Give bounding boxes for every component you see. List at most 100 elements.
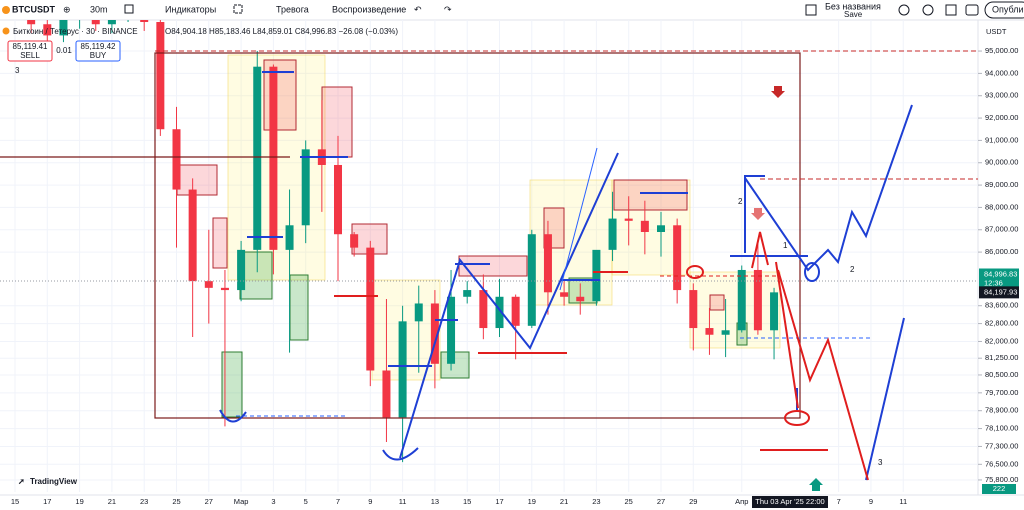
logo-mark: ➚ [18, 477, 25, 486]
candle-body [689, 290, 698, 329]
candle-body [463, 290, 472, 297]
candle-body [705, 328, 714, 335]
countdown: 12:36 [984, 278, 1003, 287]
supply-box [263, 59, 297, 131]
layout-icon[interactable] [805, 4, 817, 16]
symbol[interactable]: BTCUSDT [12, 4, 55, 14]
x-tick-label: Мар [234, 497, 249, 506]
legend-icon [2, 27, 10, 35]
legend-instrument: Биткоин / Тетерус · 30 · BINANCE [13, 27, 138, 36]
search[interactable] [898, 4, 910, 16]
candle-body [140, 20, 149, 23]
sell-button[interactable] [7, 40, 53, 62]
down-arrow [751, 208, 765, 220]
legend-ohlc: O84,904.18 H85,183.46 L84,859.01 C84,996… [165, 27, 398, 36]
candle-body [721, 330, 730, 335]
logo: TradingView [30, 477, 78, 486]
x-tick-label: 17 [43, 497, 51, 506]
symbol-icon[interactable] [2, 6, 10, 14]
candle-body [382, 370, 391, 418]
publish[interactable]: Опублик [992, 4, 1024, 14]
candle-body [447, 296, 456, 364]
price-tag [979, 268, 1019, 289]
circle [219, 409, 247, 423]
y-tick-label: 78,900.00 [985, 406, 1018, 415]
candles [27, 20, 779, 463]
x-tick-label: 5 [304, 497, 308, 506]
candle-body [107, 20, 116, 25]
y-tick-label: 83,600.00 [985, 301, 1018, 310]
candle-body [285, 225, 294, 250]
candle-body [640, 220, 649, 232]
undo[interactable]: ↶ [414, 4, 422, 14]
x-tick-label: 3 [271, 497, 275, 506]
circle [804, 262, 820, 282]
candle-body [204, 281, 213, 288]
currency: USDT [986, 27, 1007, 36]
fullscreen[interactable] [945, 4, 957, 16]
alert[interactable]: Тревога [276, 4, 309, 14]
y-tick-label: 75,800.00 [985, 475, 1018, 484]
hidden-indicators[interactable]: 3 [15, 66, 20, 75]
candle-body [576, 296, 585, 302]
templates[interactable] [233, 4, 243, 14]
candle-body [27, 20, 36, 25]
price-tag-label: 84,197.93 [984, 287, 1017, 296]
drawing-lines [0, 50, 978, 491]
wave-label: 3 [878, 458, 883, 467]
buy-button[interactable] [75, 40, 121, 62]
candle-body [237, 249, 246, 291]
spread: 0.01 [56, 46, 72, 55]
redo[interactable]: ↷ [444, 4, 452, 14]
layout-name[interactable]: Без названия [825, 1, 881, 11]
y-tick-label: 92,000.00 [985, 113, 1018, 122]
down-arrow [771, 86, 785, 98]
y-tick-label: 80,500.00 [985, 370, 1018, 379]
snapshot[interactable] [965, 4, 979, 16]
y-tick-label: 79,700.00 [985, 388, 1018, 397]
x-tick-label: 9 [869, 497, 873, 506]
buy-label[interactable]: BUY [90, 51, 107, 60]
price-axis: 95,000.00 94,000.00 93,000.00 92,000.00 91,0… [978, 46, 1019, 484]
sell-label[interactable]: SELL [20, 51, 40, 60]
x-tick-label: 21 [560, 497, 568, 506]
y-tick-label: 91,000.00 [985, 135, 1018, 144]
x-tick-label: Апр [735, 497, 748, 506]
indicators[interactable]: Индикаторы [165, 4, 216, 14]
y-tick-label: 87,000.00 [985, 225, 1018, 234]
demand-box [239, 251, 273, 300]
replay[interactable]: Воспроизведение [332, 4, 406, 14]
circle [784, 410, 810, 426]
x-tick-label: 15 [11, 497, 19, 506]
publish-button[interactable] [984, 1, 1024, 19]
supply-box [212, 217, 228, 269]
add-symbol[interactable]: ⊕ [63, 4, 71, 14]
y-tick-label: 95,000.00 [985, 46, 1018, 55]
sell-price[interactable]: 85,119.41 [13, 42, 49, 51]
projection [777, 269, 869, 481]
candle-body [220, 287, 229, 291]
projection [865, 317, 905, 481]
candle-body [511, 296, 520, 326]
y-tick-label: 89,000.00 [985, 180, 1018, 189]
wave [399, 152, 619, 459]
trend-line [559, 147, 598, 291]
candle-body [495, 296, 504, 329]
interval[interactable]: 30m [90, 4, 108, 14]
circle [382, 447, 419, 461]
candle-body [560, 292, 569, 297]
demand-box [289, 274, 309, 341]
x-tick-label: 17 [495, 497, 503, 506]
x-tick-label: 9 [368, 497, 372, 506]
buy-price[interactable]: 85,119.42 [81, 42, 117, 51]
candle-body [770, 292, 779, 331]
candle-body [172, 129, 181, 190]
settings[interactable] [922, 4, 934, 16]
candle-body [479, 290, 488, 329]
chart-type[interactable] [124, 4, 134, 14]
y-tick-label: 93,000.00 [985, 91, 1018, 100]
x-tick-label: 27 [205, 497, 213, 506]
candle-body [43, 24, 52, 36]
y-tick-label: 76,500.00 [985, 459, 1018, 468]
